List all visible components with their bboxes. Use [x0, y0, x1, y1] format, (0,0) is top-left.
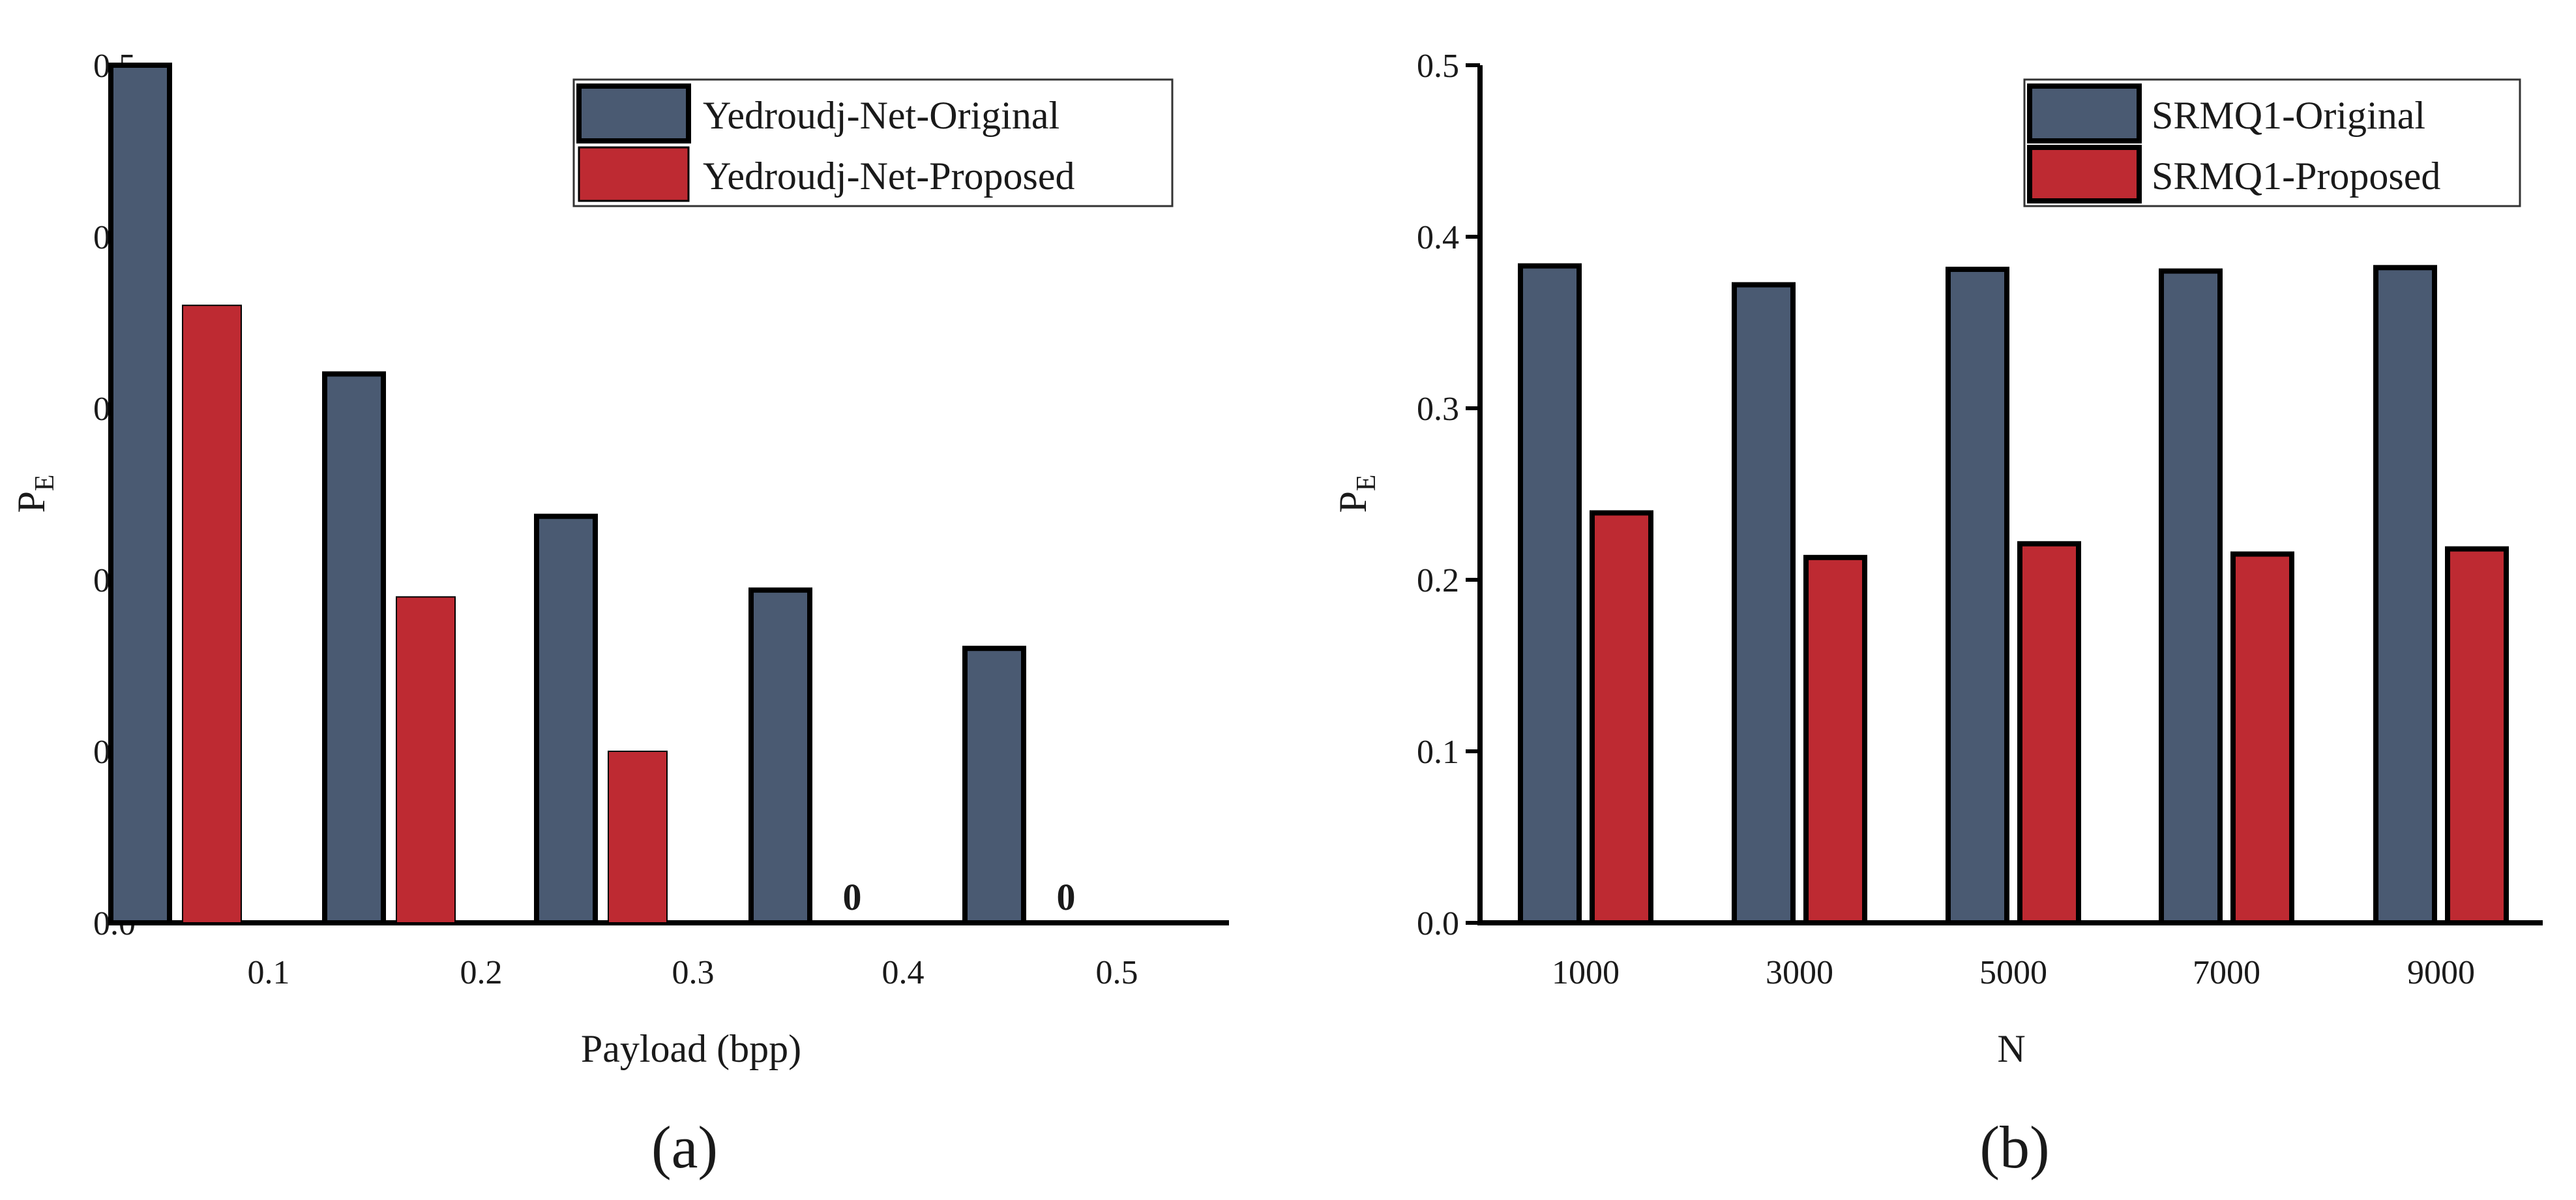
- legend-b: SRMQ1-Original SRMQ1-Proposed: [2023, 78, 2521, 207]
- y-ticks-b: 0.0 0.1 0.2 0.3 0.4 0.5: [1417, 48, 1480, 942]
- panel-label-b: (b): [1979, 1114, 2049, 1180]
- chart-panel-b: 0.00.10.20.30.40.5 1000 3000 5000 7000 9000 …: [1331, 48, 2543, 1180]
- x-ticks-b: 1000 3000 5000 7000 9000: [1552, 954, 2475, 991]
- y-tick-label: 0.2: [1417, 562, 1459, 599]
- legend-label-proposed: Yedroudj-Net-Proposed: [703, 155, 1075, 198]
- chart-panel-a: 0.00.10.20.30.40.5 0.10.20.30.40.5 00 PE…: [10, 48, 1229, 1180]
- x-tick-label: 0.1: [248, 954, 290, 991]
- bar-proposed-0.2: [396, 596, 456, 923]
- bar-proposed-3000: [1803, 554, 1867, 925]
- legend-swatch-proposed: [2027, 145, 2142, 203]
- legend-a: Yedroudj-Net-Original Yedroudj-Net-Propo…: [572, 78, 1174, 207]
- y-tick-label: 0.0: [1417, 905, 1459, 942]
- bar-original-1000: [1518, 263, 1582, 925]
- y-axis-title-b: PE: [1331, 474, 1382, 513]
- x-tick-label: 0.4: [882, 954, 925, 991]
- x-ticks-a: 0.1 0.2 0.3 0.4 0.5: [248, 954, 1138, 991]
- y-tick-label: 0.1: [1417, 734, 1459, 771]
- y-tick-label: 0.4: [1417, 219, 1459, 256]
- legend-label-proposed: SRMQ1-Proposed: [2152, 155, 2440, 198]
- bar-original-7000: [2159, 268, 2223, 926]
- data-label-zero: 0: [843, 876, 862, 918]
- panel-label-a: (a): [651, 1114, 718, 1180]
- bar-proposed-0.3: [608, 751, 668, 923]
- x-tick-label: 7000: [2193, 954, 2260, 991]
- bars-b: [1518, 263, 2509, 926]
- bars-a: [108, 63, 1026, 926]
- bar-original-0.1: [108, 63, 172, 925]
- legend-swatch-original: [576, 83, 691, 143]
- data-label-zero: 0: [1057, 876, 1076, 918]
- y-tick-label: 0.5: [1417, 48, 1459, 85]
- x-tick-label: 3000: [1766, 954, 1833, 991]
- x-axis-title-a: Payload (bpp): [581, 1027, 801, 1070]
- x-tick-label: 0.3: [672, 954, 715, 991]
- x-axis-title-b: N: [1997, 1027, 2025, 1070]
- bar-original-9000: [2373, 265, 2437, 925]
- bar-original-0.3: [534, 513, 598, 925]
- bar-original-0.4: [748, 587, 812, 926]
- bar-proposed-0.1: [182, 305, 242, 923]
- bar-proposed-7000: [2230, 551, 2294, 925]
- x-tick-label: 5000: [1979, 954, 2047, 991]
- bar-proposed-1000: [1590, 510, 1653, 925]
- legend-label-original: SRMQ1-Original: [2152, 94, 2425, 137]
- bar-original-0.5: [962, 646, 1026, 925]
- x-tick-label: 0.2: [460, 954, 503, 991]
- legend-label-original: Yedroudj-Net-Original: [703, 94, 1059, 137]
- bar-original-3000: [1732, 282, 1796, 925]
- x-tick-label: 1000: [1552, 954, 1620, 991]
- y-axis-title-a: PE: [10, 474, 60, 513]
- legend-swatch-original: [2027, 83, 2142, 143]
- bar-proposed-5000: [2017, 541, 2081, 925]
- y-tick-label: 0.3: [1417, 391, 1459, 428]
- x-tick-label: 9000: [2407, 954, 2475, 991]
- bar-proposed-9000: [2445, 546, 2509, 925]
- bar-original-5000: [1946, 266, 2009, 926]
- x-tick-label: 0.5: [1096, 954, 1138, 991]
- bar-original-0.2: [322, 371, 386, 925]
- legend-swatch-proposed: [578, 146, 690, 202]
